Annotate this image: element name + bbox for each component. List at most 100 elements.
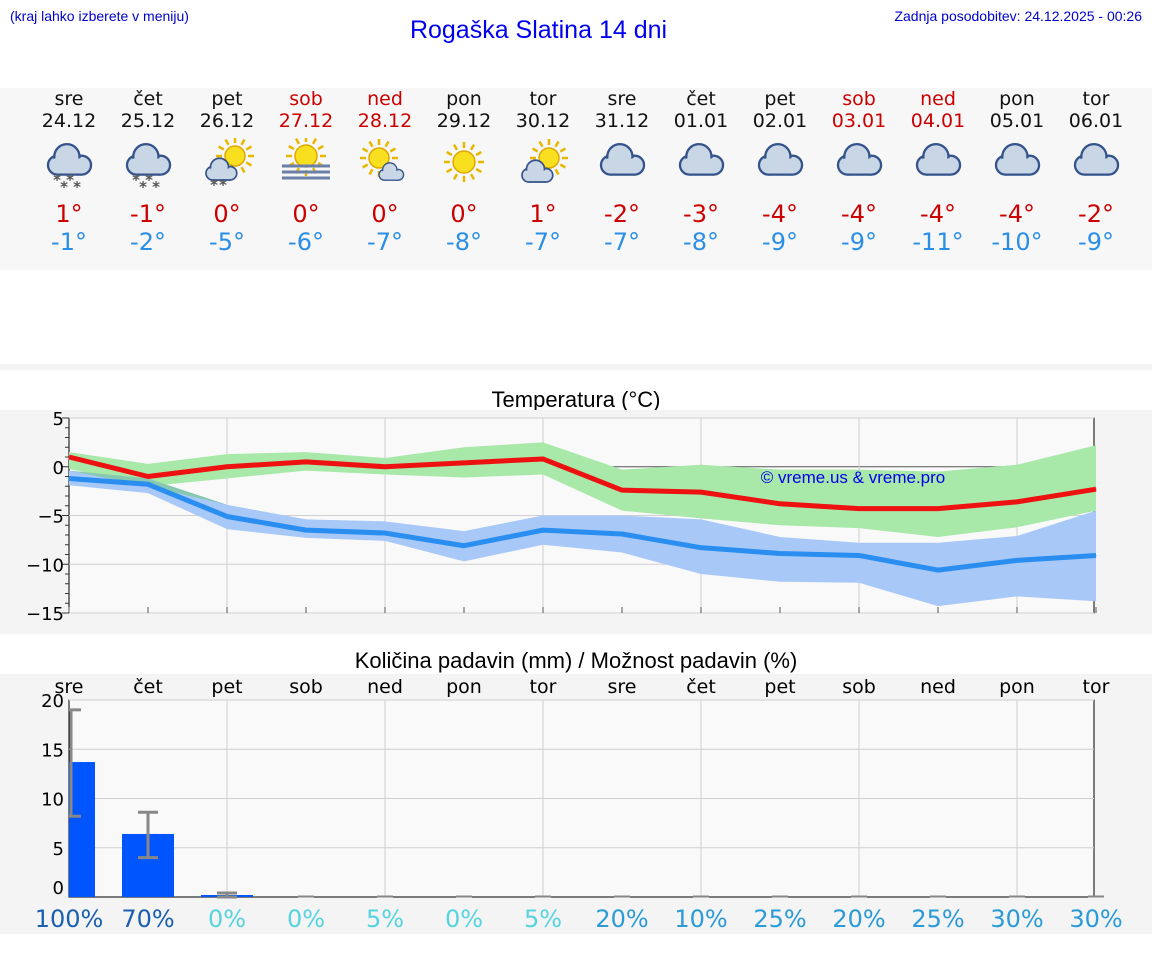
cloud-icon [994,142,1041,176]
max-temp: 1° [55,200,83,228]
day-column: sre 24.12 * * * * 1° -1° [29,88,109,256]
max-temp-line-point [147,476,149,477]
sun-fog-icon [282,138,330,180]
day-date: 27.12 [278,110,334,132]
min-temp: -7° [604,228,640,256]
min-temp-line-point [384,532,386,534]
sun-cloud-icon [521,139,568,183]
precip-chance: 0% [444,905,484,933]
y-tick-label: −10 [26,555,64,576]
precip-chance: 0% [286,905,326,933]
day-column: tor 06.01 -2° -9° [1056,88,1136,256]
x-tick-label: sre [55,676,84,698]
day-name: tor [529,88,557,110]
min-temp-line [68,475,1097,573]
max-temp: -3° [683,200,719,228]
max-temp: 0° [213,200,241,228]
page-title: Rogaška Slatina 14 dni [409,16,668,44]
x-tick-label: sre [608,676,637,698]
x-tick-label: čet [686,676,716,698]
precip-bar [69,762,95,897]
day-name: sob [842,88,876,110]
x-tick-label: ned [367,676,403,698]
min-temp: -5° [209,228,245,256]
min-temp: -2° [130,228,166,256]
temperature-chart-title: Temperatura (°C) [491,387,661,412]
separator [0,364,1152,370]
min-temp-line-point [937,569,939,571]
day-name: tor [1082,88,1110,110]
min-temp-line-point [463,545,465,547]
day-name: sob [289,88,323,110]
precip-chance: 25% [911,905,965,933]
x-tick-label: sob [842,676,876,698]
day-date: 24.12 [41,110,97,132]
x-tick-label: pet [764,676,795,698]
watermark: © vreme.us & vreme.pro [761,468,945,487]
x-tick-label: pet [211,676,242,698]
forecast-strip [0,88,1152,270]
y-tick-label: 5 [53,409,64,430]
precip-chance: 70% [121,905,175,933]
min-temp: -10° [991,228,1043,256]
max-temp-line-point [937,508,939,510]
min-temp-line-point [1095,554,1097,556]
max-temp-line-point [700,491,702,493]
max-temp: 0° [371,200,399,228]
min-temp-line-point [858,554,860,556]
cloud-icon [836,142,883,176]
day-name: ned [367,88,403,110]
day-date: 28.12 [357,110,413,132]
max-temp: -4° [920,200,956,228]
max-temp-line-point [542,458,544,460]
day-date: 25.12 [120,110,176,132]
day-date: 04.01 [910,110,966,132]
min-temp: -9° [762,228,798,256]
max-temp-line-point [621,489,623,491]
min-temp-line-point [226,515,228,517]
day-name: pet [764,88,796,110]
max-temp: 0° [450,200,478,228]
svg-text:*: * [60,178,68,194]
day-date: 26.12 [199,110,255,132]
precip-chance: 5% [523,905,563,933]
x-tick-label: tor [1083,676,1110,698]
min-temp: -7° [525,228,561,256]
min-temp: -8° [683,228,719,256]
min-temp-line-point [542,529,544,531]
precip-chance: 0% [207,905,247,933]
min-temp: -1° [51,228,87,256]
max-temp-line [68,454,1097,512]
precip-chance: 30% [1069,905,1123,933]
x-tick-label: pon [446,676,482,698]
svg-text:*: * [139,178,147,194]
min-temp-line-point [700,547,702,549]
x-tick-label: tor [530,676,557,698]
x-tick-label: sob [289,676,323,698]
day-name: pon [999,88,1035,110]
day-name: sre [607,88,637,110]
precip-chance: 30% [990,905,1044,933]
min-temp: -6° [288,228,324,256]
day-column: čet 01.01 -3° -8° [661,88,741,256]
max-temp-range-band [69,442,1096,537]
sun-cloud-snow-icon: * * [205,138,254,194]
day-date: 05.01 [989,110,1045,132]
precip-chance: 20% [832,905,886,933]
y-tick-label: 10 [41,790,64,811]
svg-text:*: * [219,176,227,194]
max-temp-line-point [68,456,70,458]
max-temp: 0° [292,200,320,228]
svg-text:*: * [73,178,81,194]
max-temp-line-point [1095,488,1097,490]
cloud-icon [757,142,804,176]
y-tick-label: 0 [53,878,64,899]
svg-text:*: * [132,171,140,189]
max-temp-line-point [226,466,228,468]
min-temp-line-point [68,477,70,479]
max-temp: -4° [762,200,798,228]
min-temp: -7° [367,228,403,256]
svg-text:*: * [53,171,61,189]
sun-icon [444,142,484,182]
